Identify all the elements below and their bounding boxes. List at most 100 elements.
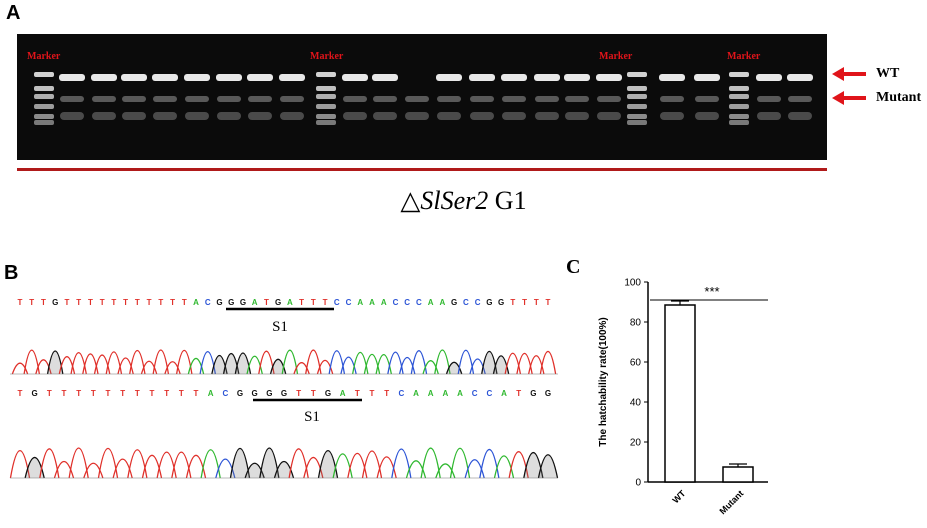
y-axis-label: The hatchability rate(100%) [598, 317, 609, 446]
marker-band [34, 72, 54, 77]
marker-band [627, 114, 647, 119]
mutant-band [185, 96, 209, 102]
trace-peak [185, 454, 207, 479]
group-underline [17, 168, 827, 171]
primer-band [695, 112, 719, 120]
primer-band [217, 112, 241, 120]
gel-lane [564, 74, 590, 120]
base-letter: G [32, 389, 38, 398]
wt-band [121, 74, 147, 81]
y-tick-label: 100 [624, 278, 641, 289]
trace-peak [469, 358, 486, 375]
trace-peak [347, 453, 368, 479]
trace-peak [234, 352, 252, 375]
marker-band [729, 120, 749, 125]
primer-band [280, 112, 304, 120]
wt-band [659, 74, 685, 81]
base-letter: T [170, 298, 175, 307]
trace-peak [293, 362, 310, 375]
base-letter: T [62, 389, 67, 398]
wt-band [216, 74, 242, 81]
base-letter: T [76, 298, 81, 307]
primer-band [60, 112, 84, 120]
base-letter: T [120, 389, 125, 398]
mutant-band [373, 96, 397, 102]
marker-band [729, 94, 749, 99]
gel-lane [247, 74, 273, 120]
gel-lane [787, 74, 813, 120]
wt-band [342, 74, 368, 81]
wt-band [756, 74, 782, 81]
base-letter: G [216, 298, 222, 307]
base-letter: T [534, 298, 539, 307]
base-letter: T [106, 389, 111, 398]
trace-peak [420, 447, 441, 479]
marker-band [729, 114, 749, 119]
base-letter: T [516, 389, 521, 398]
trace-peak [405, 460, 427, 479]
base-letter: A [369, 298, 375, 307]
base-letter: G [228, 298, 234, 307]
trace-peak [83, 462, 104, 479]
primer-band [122, 112, 146, 120]
base-letter: T [64, 298, 69, 307]
base-letter: T [41, 298, 46, 307]
base-letter: G [325, 389, 331, 398]
x-tick-label: Mutant [717, 488, 745, 516]
base-letter: T [135, 298, 140, 307]
gel-lane [501, 74, 527, 120]
trace-peak [70, 352, 87, 375]
trace-peak [129, 350, 146, 375]
trace-peak [222, 352, 240, 375]
base-letter: G [252, 389, 258, 398]
base-letter: G [52, 298, 58, 307]
base-letter: T [91, 389, 96, 398]
primer-band [535, 112, 559, 120]
base-letter: T [111, 298, 116, 307]
wt-band [152, 74, 178, 81]
trace-peak [229, 447, 251, 479]
base-letter: C [472, 389, 478, 398]
trace-peak [537, 454, 559, 479]
marker-band [34, 120, 54, 125]
trace-peak [187, 357, 205, 375]
panel-label-c: C [566, 256, 581, 278]
base-letter: A [287, 298, 293, 307]
base-letter: T [355, 389, 360, 398]
mutant-band [470, 96, 494, 102]
wt-band [564, 74, 590, 81]
mutant-band [122, 96, 146, 102]
base-letter: A [193, 298, 199, 307]
trace-peak [112, 458, 133, 479]
wt-band [91, 74, 117, 81]
base-letter: G [451, 298, 457, 307]
mutant-band [153, 96, 177, 102]
base-letter: A [340, 389, 346, 398]
marker-band [627, 104, 647, 109]
trace-peak [398, 356, 416, 375]
trace-peak [422, 360, 439, 375]
marker-band [316, 94, 336, 99]
base-letter: C [393, 298, 399, 307]
hatchability-bar-chart: 0 20 40 60 80 100 WT Mutant The hatchability r… [598, 278, 768, 516]
marker-band [316, 120, 336, 125]
base-letter: C [486, 389, 492, 398]
wt-band [436, 74, 462, 81]
base-letter: C [334, 298, 340, 307]
trace-peak [303, 456, 324, 479]
trace-peak [156, 451, 177, 479]
base-letter: G [237, 389, 243, 398]
gel-lane [469, 74, 495, 120]
chart-axes: 0 20 40 60 80 100 [624, 278, 768, 489]
trace-peak [281, 349, 299, 375]
gel-lane [59, 74, 85, 120]
trace-peak [523, 452, 544, 479]
trace-peak [97, 447, 119, 479]
base-letter: T [150, 389, 155, 398]
base-letter: A [357, 298, 363, 307]
gel-lane [184, 74, 210, 120]
base-letter: T [18, 298, 23, 307]
trace-peak [58, 356, 76, 375]
bar-wt [664, 304, 696, 483]
